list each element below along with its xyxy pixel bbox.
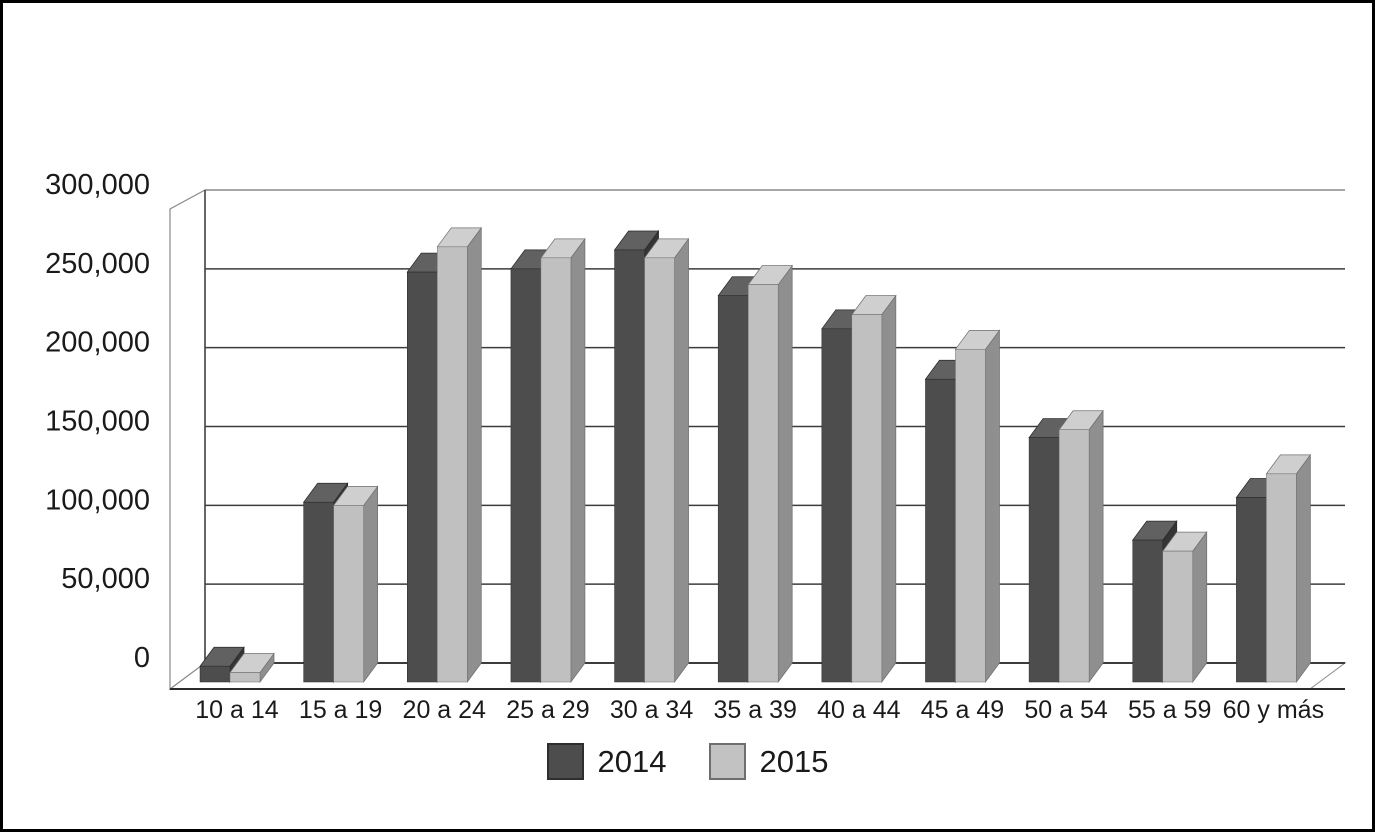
bar-side-face [570,237,586,684]
x-tick-label-8: 50 a 54 [1024,696,1108,724]
bar-2015-15a19 [332,485,379,684]
bar-front-face [540,257,572,683]
bar-front-face [747,284,779,683]
bar-front-face [1028,437,1060,683]
bar-front-face [1162,550,1193,683]
left-wall [169,188,206,691]
bar-front-face [510,268,542,683]
bar-side-face [1192,530,1208,684]
bar-2015-50a54 [1058,409,1104,684]
chart-canvas: 0 50,000 100,000 150,000 200,000 250,000 300,0… [45,169,1347,724]
y-tick-label-6: 300,000 [45,169,150,201]
bar-front-face [717,295,749,683]
bar-front-face [229,672,261,683]
bar-front-face [644,257,675,683]
legend-label-2015: 2015 [759,743,829,779]
y-tick-label-2: 100,000 [45,484,150,516]
x-tick-label-9: 55 a 59 [1128,696,1211,724]
bar-front-face [303,502,334,683]
bar-front-face [821,328,853,683]
bar-front-face [925,379,956,683]
legend-label-2014: 2014 [597,743,667,779]
bar-2015-35a39 [747,264,793,684]
bar-front-face [407,271,438,683]
bar-2015-40a44 [851,294,897,684]
bar-side-face [985,329,1000,684]
bar-front-face [437,246,468,683]
bar-2015-10a14 [229,652,275,684]
bar-2015-30a34 [643,237,690,684]
bar-side-face [466,226,482,684]
legend-swatch-2014 [546,743,584,780]
x-tick-label-1: 15 a 19 [299,696,382,724]
legend-swatch-2015 [708,743,746,780]
y-tick-label-0: 0 [134,642,150,674]
legend-item-2014: 2014 [546,743,667,780]
bar-2015-55a59 [1161,530,1208,684]
bar-front-face [955,349,986,683]
y-tick-label-5: 250,000 [45,248,150,280]
bar-front-face [1132,539,1163,683]
x-tick-label-2: 20 a 24 [403,696,487,724]
x-tick-label-7: 45 a 49 [921,696,1004,724]
bar-front-face [614,249,645,683]
bar-side-face [363,485,379,684]
x-tick-label-5: 35 a 39 [713,696,796,724]
x-tick-label-10: 60 y más [1223,696,1324,724]
bar-front-face [1058,429,1090,683]
bar-front-face [1236,497,1267,683]
bar-side-face [881,294,897,684]
bar-2015-20a24 [436,226,483,684]
bar-side-face [1088,409,1104,684]
bar-front-face [199,665,231,683]
y-tick-label-1: 50,000 [61,563,150,595]
x-tick-label-3: 25 a 29 [506,696,589,724]
bar-front-face [333,505,364,683]
bar-2015-60ymás [1265,453,1312,684]
x-tick-label-6: 40 a 44 [817,696,901,724]
bar-front-face [851,314,883,683]
legend: 2014 2015 [3,743,1372,780]
y-tick-label-4: 200,000 [45,327,150,359]
bar-side-face [674,237,689,684]
bar-side-face [1295,453,1311,684]
bar-front-face [1266,473,1297,683]
x-tick-label-0: 10 a 14 [195,696,279,724]
x-tick-label-4: 30 a 34 [610,696,694,724]
bar-side-face [777,264,793,684]
legend-item-2015: 2015 [708,743,829,780]
bar-2015-25a29 [540,237,586,684]
bar-2015-45a49 [954,329,1001,684]
y-tick-label-3: 150,000 [45,406,150,438]
